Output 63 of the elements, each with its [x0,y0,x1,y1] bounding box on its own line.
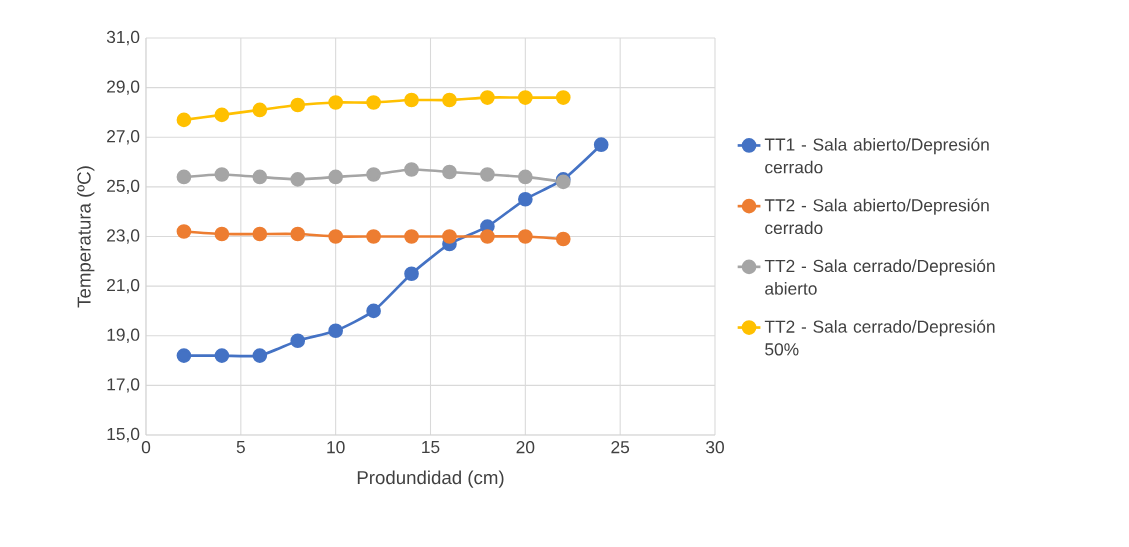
point [176,112,192,128]
point [593,137,609,153]
point [176,224,192,239]
point [366,229,381,244]
point [555,231,571,247]
x-axis-title: Produndidad (cm) [357,470,504,488]
y-axis-title: Temperatura (ºC) [77,166,95,308]
point [442,92,457,108]
point [517,191,533,207]
point [214,348,230,363]
point [290,226,306,242]
point [252,348,268,363]
y-tick-label: 21,0 [107,278,140,294]
point [252,102,268,118]
point [290,97,306,113]
point [366,95,381,110]
point [442,229,457,244]
point [404,92,419,108]
y-tick-label: 19,0 [107,328,140,343]
point [214,226,230,242]
legend-label: TT2 - Sala abierto/Depresión cerrado [764,198,989,235]
x-tick-label: 30 [706,441,724,454]
point [252,169,268,185]
point [404,229,419,244]
point [404,266,419,282]
point [214,107,230,123]
point [328,95,344,110]
point [252,226,268,242]
point [517,229,533,244]
x-tick-label: 25 [611,441,630,454]
point [176,169,192,185]
point [290,333,306,349]
point [480,229,495,244]
point [290,172,306,187]
point [480,90,495,105]
x-tick-label: 0 [141,441,151,454]
y-tick-label: 29,0 [107,80,140,95]
point [442,164,457,180]
y-tick-label: 15,0 [107,427,140,443]
point [366,167,381,182]
point [555,90,571,105]
point [328,229,344,244]
y-tick-label: 23,0 [107,229,140,244]
legend-label: TT2 - Sala cerrado/Depresión 50% [764,319,995,356]
point [480,167,495,182]
x-tick-label: 15 [422,441,440,454]
point [214,167,230,182]
point [517,169,533,185]
legend-label: TT2 - Sala cerrado/Depresión abierto [764,259,995,295]
point [176,348,192,363]
x-tick-label: 20 [516,441,535,454]
legend-label: TT1 - Sala abierto/Depresión cerrado [764,137,989,174]
point [328,169,344,185]
x-tick-label: 10 [327,441,345,454]
point [517,90,533,105]
y-tick-label: 31,0 [106,30,140,46]
y-tick-label: 25,0 [107,179,140,195]
y-tick-label: 27,0 [107,130,140,145]
point [328,323,344,339]
point [366,303,381,319]
point [404,162,419,177]
y-tick-label: 17,0 [107,378,140,393]
x-tick-label: 5 [236,441,245,454]
